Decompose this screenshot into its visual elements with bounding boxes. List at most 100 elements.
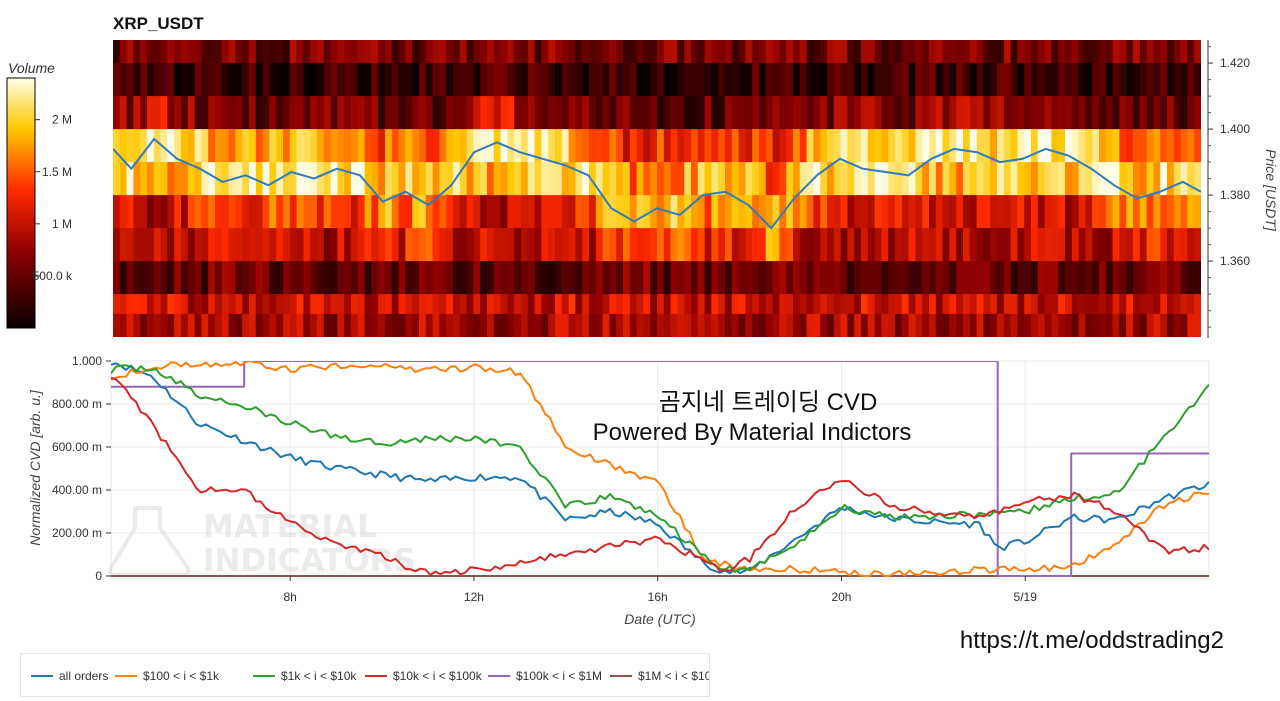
heatmap-cell [922, 162, 930, 196]
heatmap-cell [221, 313, 230, 337]
heatmap-cell [459, 195, 468, 229]
heatmap-cell [813, 63, 821, 97]
heatmap-cell [840, 63, 848, 97]
heatmap-cell [1133, 40, 1141, 64]
heatmap-cell [480, 294, 488, 328]
heatmap-cell [1126, 195, 1134, 229]
heatmap-cell [1017, 96, 1025, 130]
heatmap-cell [1058, 228, 1066, 262]
heatmap-cell [514, 162, 522, 196]
heatmap-cell [901, 40, 910, 64]
heatmap-cell [867, 129, 876, 163]
heatmap-cell [330, 294, 338, 328]
heatmap-cell [833, 313, 842, 337]
heatmap-cell [119, 63, 128, 97]
heatmap-cell [323, 40, 332, 64]
heatmap-cell [1105, 129, 1114, 163]
heatmap-cell [820, 129, 828, 163]
heatmap-cell [657, 96, 665, 130]
heatmap-cell [119, 96, 128, 130]
heatmap-cell [500, 261, 508, 295]
heatmap-cell [405, 63, 413, 97]
heatmap-cell [208, 129, 216, 163]
heatmap-cell [589, 40, 597, 64]
heatmap-cell [1112, 228, 1120, 262]
heatmap-cell [1160, 313, 1168, 337]
heatmap-cell [405, 195, 413, 229]
heatmap-cell [827, 129, 835, 163]
heatmap-cell [813, 195, 821, 229]
heatmap-cell [1105, 63, 1114, 97]
heatmap-cell [330, 40, 338, 64]
heatmap-cell [1058, 63, 1066, 97]
heatmap-cell [432, 96, 440, 130]
heatmap-cell [582, 40, 590, 64]
heatmap-cell [221, 40, 230, 64]
heatmap-cell [589, 63, 597, 97]
heatmap-cell [432, 294, 440, 328]
heatmap-cell [915, 40, 923, 64]
heatmap-cell [1133, 195, 1141, 229]
heatmap-cell [765, 228, 774, 262]
heatmap-cell [691, 40, 699, 64]
heatmap-cell [1017, 313, 1025, 337]
heatmap-cell [493, 96, 502, 130]
heatmap-cell [827, 162, 835, 196]
telegram-link[interactable]: https://t.me/oddstrading2 [960, 627, 1224, 654]
heatmap-cell [725, 96, 733, 130]
heatmap-cell [249, 195, 257, 229]
heatmap-cell [697, 40, 706, 64]
heatmap-cell [1010, 96, 1018, 130]
heatmap-cell [969, 261, 978, 295]
heatmap-cell [745, 294, 753, 328]
heatmap-cell [113, 294, 121, 328]
heatmap-cell [194, 129, 202, 163]
heatmap-cell [310, 63, 318, 97]
heatmap-cell [187, 40, 196, 64]
heatmap-cell [1051, 294, 1059, 328]
heatmap-cell [1099, 313, 1107, 337]
heatmap-cell [303, 129, 311, 163]
heatmap-cell [725, 129, 733, 163]
heatmap-cell [779, 129, 787, 163]
cvd-y-tick-label: 1.000 [72, 354, 102, 368]
heatmap-cell [881, 162, 889, 196]
heatmap-cell [1119, 129, 1127, 163]
heatmap-cell [575, 63, 583, 97]
heatmap-cell [133, 162, 141, 196]
heatmap-cell [548, 313, 556, 337]
heatmap-cell [697, 96, 706, 130]
heatmap-cell [541, 294, 549, 328]
heatmap-cell [609, 313, 617, 337]
heatmap-cell [589, 261, 597, 295]
heatmap-cell [663, 228, 672, 262]
heatmap-cell [1146, 63, 1154, 97]
heatmap-cell [147, 129, 155, 163]
heatmap-cell [541, 40, 549, 64]
heatmap-cell [228, 63, 236, 97]
heatmap-cell [861, 294, 869, 328]
heatmap-cell [629, 313, 638, 337]
heatmap-cell [1071, 40, 1080, 64]
cvd-x-tick-label: 12h [464, 590, 484, 604]
heatmap-cell [738, 129, 746, 163]
heatmap-cell [1071, 195, 1080, 229]
heatmap-cell [487, 294, 495, 328]
heatmap-cell [126, 261, 134, 295]
heatmap-cell [745, 40, 753, 64]
heatmap-cell [425, 313, 434, 337]
heatmap-cell [140, 294, 148, 328]
heatmap-cell [255, 129, 264, 163]
heatmap-cell [534, 228, 542, 262]
heatmap-cell [493, 162, 502, 196]
heatmap-cell [942, 313, 950, 337]
heatmap-cell [1078, 129, 1086, 163]
heatmap-cell [289, 40, 298, 64]
heatmap-cell [344, 63, 352, 97]
heatmap-cell [833, 228, 842, 262]
heatmap-cell [616, 96, 624, 130]
heatmap-cell [344, 195, 352, 229]
cvd-y-tick-label: 400.00 m [52, 483, 102, 497]
heatmap-cell [956, 228, 964, 262]
heatmap-cell [1003, 294, 1012, 328]
